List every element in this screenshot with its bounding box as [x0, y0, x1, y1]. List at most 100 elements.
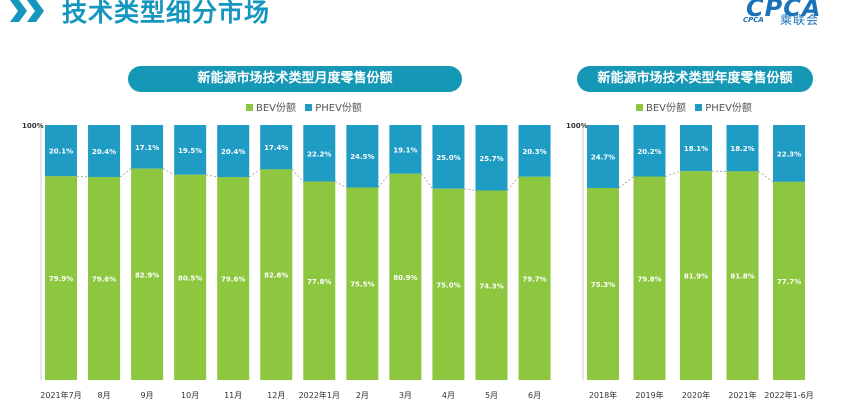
legend-label-phev: PHEV份额: [315, 103, 362, 114]
series-connector-line: [76, 175, 89, 178]
bev-bar: [633, 176, 666, 380]
phev-data-label: 17.1%: [135, 144, 159, 152]
phev-data-label: 25.7%: [479, 155, 503, 163]
legend-swatch-phev: [305, 104, 313, 111]
legend-swatch-phev: [695, 104, 703, 111]
chevron-right-icon: [10, 0, 44, 22]
bev-data-label: 75.0%: [436, 281, 460, 289]
phev-bar: [475, 125, 508, 191]
legend-label-bev: BEV份额: [646, 103, 687, 114]
phev-data-label: 20.4%: [92, 148, 116, 156]
x-tick-label: 4月: [442, 391, 455, 400]
phev-bar: [217, 125, 250, 178]
bev-bar: [680, 171, 712, 380]
yearly-legend: BEV份额 PHEV份额: [636, 99, 758, 114]
legend-swatch-bev: [246, 104, 253, 111]
series-connector-line: [248, 169, 261, 178]
bev-data-label: 75.5%: [350, 281, 374, 289]
bev-bar: [131, 168, 164, 380]
bev-data-label: 80.5%: [178, 274, 202, 282]
monthly-legend: BEV份额 PHEV份额: [246, 99, 368, 114]
cpca-logo: CPCA CPCA 乘联会: [738, 0, 848, 28]
bev-data-label: 80.9%: [393, 274, 417, 282]
phev-data-label: 20.3%: [522, 148, 546, 156]
x-tick-label: 8月: [98, 391, 111, 400]
phev-data-label: 22.3%: [777, 150, 801, 158]
bev-data-label: 81.8%: [730, 273, 754, 281]
x-tick-label: 2月: [356, 391, 369, 400]
bev-data-label: 79.6%: [92, 276, 116, 284]
page-header: 技术类型细分市场 CPCA CPCA 乘联会: [0, 0, 852, 36]
bev-bar: [346, 187, 379, 380]
logo-cn: 乘联会: [780, 13, 820, 27]
yearly-chart-title: 新能源市场技术类型年度零售份额: [577, 66, 813, 92]
series-connector-line: [507, 176, 519, 191]
phev-bar: [346, 125, 379, 188]
legend-item-phev: PHEV份额: [305, 103, 362, 114]
bev-bar: [587, 187, 619, 380]
phev-data-label: 20.2%: [637, 148, 661, 156]
bev-data-label: 75.3%: [591, 281, 615, 289]
x-tick-label: 9月: [141, 391, 154, 400]
bev-bar: [773, 181, 805, 380]
phev-bar: [131, 125, 164, 169]
x-tick-label: 2021年7月: [40, 390, 81, 400]
x-tick-label: 11月: [224, 391, 242, 400]
bev-data-label: 79.9%: [49, 275, 73, 283]
x-tick-label: 2018年: [589, 390, 617, 400]
bev-data-label: 77.7%: [777, 278, 801, 286]
phev-bar: [633, 125, 666, 177]
bev-bar: [475, 190, 508, 380]
x-tick-label: 3月: [399, 391, 412, 400]
series-connector-line: [162, 168, 175, 176]
phev-data-label: 18.1%: [684, 145, 708, 153]
phev-bar: [260, 125, 293, 170]
series-connector-line: [665, 170, 681, 177]
series-connector-line: [464, 188, 476, 191]
phev-bar: [726, 125, 759, 172]
bev-data-label: 82.6%: [264, 272, 288, 280]
legend-item-phev: PHEV份额: [695, 103, 752, 114]
bev-bar: [217, 177, 250, 380]
x-tick-label: 2019年: [635, 390, 663, 400]
bev-bar: [88, 177, 121, 380]
legend-item-bev: BEV份额: [246, 103, 296, 114]
phev-bar: [432, 125, 465, 189]
bev-bar: [432, 188, 465, 380]
x-tick-label: 2021年: [728, 390, 756, 400]
x-tick-label: 2022年1-6月: [764, 390, 813, 400]
legend-label-bev: BEV份额: [256, 103, 297, 114]
bev-bar: [389, 173, 422, 380]
bev-data-label: 79.6%: [221, 276, 245, 284]
bev-bar: [726, 171, 759, 380]
series-connector-line: [119, 168, 132, 178]
series-connector-line: [758, 171, 774, 183]
legend-label-phev: PHEV份额: [705, 103, 752, 114]
y-axis-top-label: 100%: [566, 122, 588, 130]
phev-bar: [518, 125, 551, 177]
x-tick-label: 2022年1月: [299, 390, 340, 400]
bev-data-label: 81.9%: [684, 273, 708, 281]
bev-bar: [174, 174, 207, 380]
bev-data-label: 77.8%: [307, 278, 331, 286]
phev-bar: [45, 125, 77, 177]
phev-data-label: 19.1%: [393, 146, 417, 154]
x-tick-label: 2020年: [682, 390, 710, 400]
monthly-chart-title: 新能源市场技术类型月度零售份额: [128, 66, 462, 92]
x-tick-label: 10月: [181, 391, 199, 400]
phev-data-label: 22.2%: [307, 150, 331, 158]
legend-item-bev: BEV份额: [636, 103, 686, 114]
series-connector-line: [335, 181, 347, 188]
y-axis-top-label: 100%: [22, 122, 44, 130]
phev-data-label: 24.5%: [350, 153, 374, 161]
phev-bar: [389, 125, 422, 174]
series-connector-line: [618, 176, 634, 189]
phev-data-label: 19.5%: [178, 147, 202, 155]
bev-data-label: 74.3%: [479, 282, 503, 290]
page-title: 技术类型细分市场: [62, 0, 271, 27]
series-connector-line: [378, 173, 390, 188]
legend-swatch-bev: [636, 104, 643, 111]
x-tick-label: 5月: [485, 391, 498, 400]
x-tick-label: 12月: [267, 391, 285, 400]
phev-data-label: 20.1%: [49, 148, 73, 156]
